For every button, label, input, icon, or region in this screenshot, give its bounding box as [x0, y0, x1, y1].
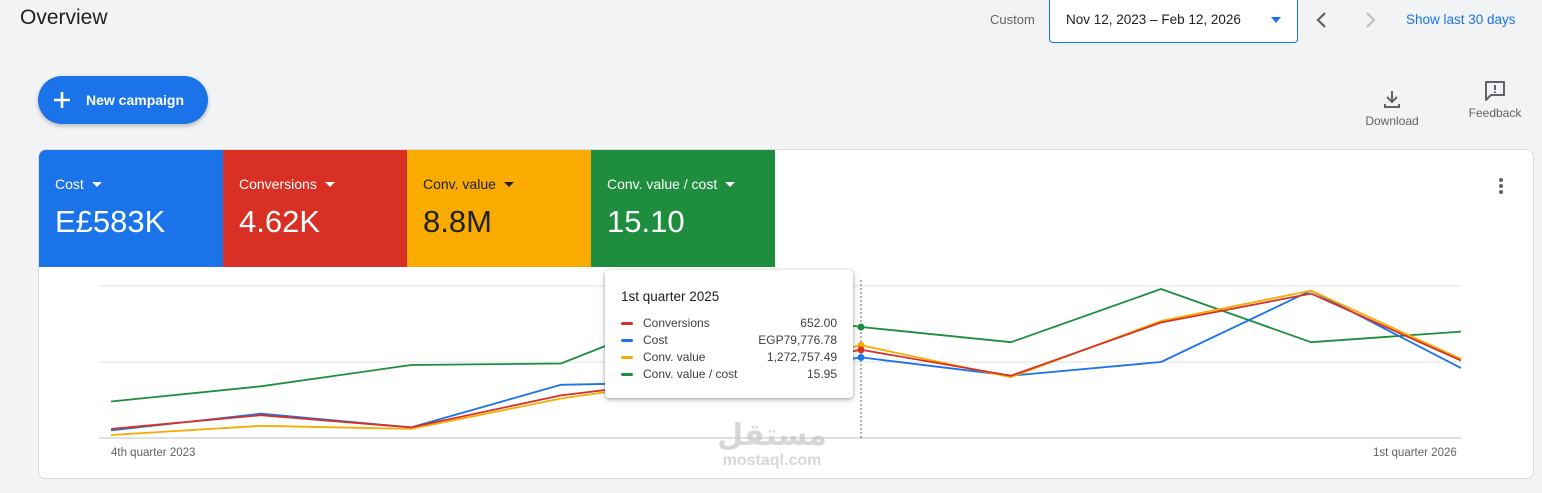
metric-conv-value-value: 8.8M [423, 204, 492, 239]
metric-cost-name: Cost [55, 176, 84, 192]
feedback-icon [1485, 81, 1505, 101]
tooltip-row-value: 15.95 [806, 367, 837, 381]
next-period-button[interactable] [1356, 6, 1384, 34]
performance-card: Cost E£583K Conversions 4.62K Conv. valu… [38, 149, 1534, 479]
page-title: Overview [20, 6, 108, 29]
metric-conversions-name: Conversions [239, 176, 317, 192]
dropdown-arrow-icon [503, 181, 514, 187]
tooltip-row-conv-value-per-cost: Conv. value / cost 15.95 [621, 367, 837, 383]
feedback-button[interactable]: Feedback [1460, 80, 1530, 120]
tooltip-row-cost: Cost EGP79,776.78 [621, 333, 837, 349]
date-range-type-label: Custom [990, 12, 1035, 27]
feedback-label: Feedback [1468, 106, 1522, 120]
metric-cost[interactable]: Cost E£583K [39, 150, 223, 267]
tooltip-title: 1st quarter 2025 [621, 289, 720, 304]
tooltip-row-name: Conv. value / cost [643, 367, 738, 381]
legend-swatch [621, 339, 633, 342]
more-options-button[interactable] [1491, 176, 1511, 196]
metric-conv-value-per-cost[interactable]: Conv. value / cost 15.10 [591, 150, 775, 267]
download-button[interactable]: Download [1356, 88, 1428, 128]
date-range-select[interactable]: Nov 12, 2023 – Feb 12, 2026 [1049, 0, 1298, 43]
tooltip-row-name: Conv. value [643, 350, 706, 364]
dropdown-arrow-icon [324, 181, 335, 187]
chevron-left-icon [1316, 12, 1326, 28]
metric-cost-value: E£583K [55, 204, 166, 239]
metric-conv-value-name: Conv. value [423, 176, 496, 192]
new-campaign-label: New campaign [86, 92, 185, 108]
watermark-latin-text: mostaql.com [722, 452, 822, 469]
metric-conv-value[interactable]: Conv. value 8.8M [407, 150, 591, 267]
date-range-value: Nov 12, 2023 – Feb 12, 2026 [1066, 12, 1241, 27]
tooltip-row-value: 652.00 [800, 316, 837, 330]
new-campaign-button[interactable]: New campaign [38, 76, 208, 124]
metric-conversions[interactable]: Conversions 4.62K [223, 150, 407, 267]
show-last-30-days-link[interactable]: Show last 30 days [1406, 12, 1516, 27]
legend-swatch [621, 356, 633, 359]
metric-conv-value-per-cost-value: 15.10 [607, 204, 685, 239]
tooltip-row-conversions: Conversions 652.00 [621, 316, 837, 332]
download-label: Download [1365, 114, 1419, 128]
dropdown-arrow-icon [91, 181, 102, 187]
tooltip-row-name: Conversions [643, 316, 710, 330]
chevron-right-icon [1366, 12, 1376, 28]
data-point-cost [857, 353, 865, 361]
metric-conversions-value: 4.62K [239, 204, 321, 239]
data-point-conversions [857, 346, 865, 354]
performance-line-chart [99, 280, 1462, 439]
dropdown-arrow-icon [1271, 17, 1281, 23]
more-vert-icon [1499, 178, 1503, 194]
dropdown-arrow-icon [725, 181, 736, 187]
legend-swatch [621, 322, 633, 325]
metric-conv-value-per-cost-name: Conv. value / cost [607, 176, 718, 192]
tooltip-row-value: 1,272,757.49 [766, 350, 837, 364]
tooltip-row-value: EGP79,776.78 [758, 333, 837, 347]
data-point-conv-value-cost [857, 323, 865, 331]
legend-swatch [621, 373, 633, 376]
x-axis-tick-label-end: 1st quarter 2026 [1373, 447, 1457, 459]
plus-icon [54, 92, 70, 108]
watermark-logo: مستقل mostaql.com [707, 420, 837, 470]
download-icon [1384, 91, 1400, 108]
watermark-arabic-text: مستقل [717, 419, 827, 452]
tooltip-row-conv-value: Conv. value 1,272,757.49 [621, 350, 837, 366]
chart-tooltip: 1st quarter 2025 Conversions 652.00 Cost… [605, 270, 853, 398]
tooltip-row-name: Cost [643, 333, 668, 347]
previous-period-button[interactable] [1308, 6, 1336, 34]
x-axis-tick-label-start: 4th quarter 2023 [111, 447, 196, 459]
